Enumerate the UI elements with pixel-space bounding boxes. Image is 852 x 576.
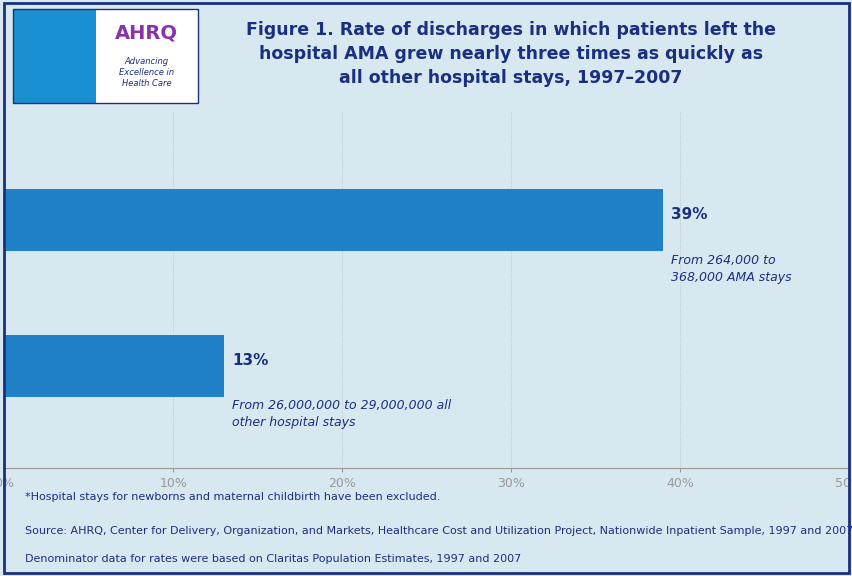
Bar	[4, 190, 662, 251]
Text: From 26,000,000 to 29,000,000 all
other hospital stays: From 26,000,000 to 29,000,000 all other …	[232, 400, 451, 430]
Text: 39%: 39%	[671, 207, 707, 222]
Bar	[13, 9, 96, 103]
Bar	[4, 335, 223, 396]
Text: Figure 1. Rate of discharges in which patients left the
hospital AMA grew nearly: Figure 1. Rate of discharges in which pa…	[245, 21, 775, 88]
Bar	[13, 9, 199, 103]
Text: Source: AHRQ, Center for Delivery, Organization, and Markets, Healthcare Cost an: Source: AHRQ, Center for Delivery, Organ…	[26, 526, 852, 536]
Bar	[96, 9, 199, 103]
Text: Advancing
Excellence in
Health Care: Advancing Excellence in Health Care	[118, 56, 174, 88]
Text: AHRQ: AHRQ	[115, 23, 178, 42]
Text: Denominator data for rates were based on Claritas Population Estimates, 1997 and: Denominator data for rates were based on…	[26, 555, 521, 564]
Text: From 264,000 to
368,000 AMA stays: From 264,000 to 368,000 AMA stays	[671, 253, 792, 283]
Text: 13%: 13%	[232, 353, 268, 367]
Text: *Hospital stays for newborns and maternal childbirth have been excluded.: *Hospital stays for newborns and materna…	[26, 492, 440, 502]
